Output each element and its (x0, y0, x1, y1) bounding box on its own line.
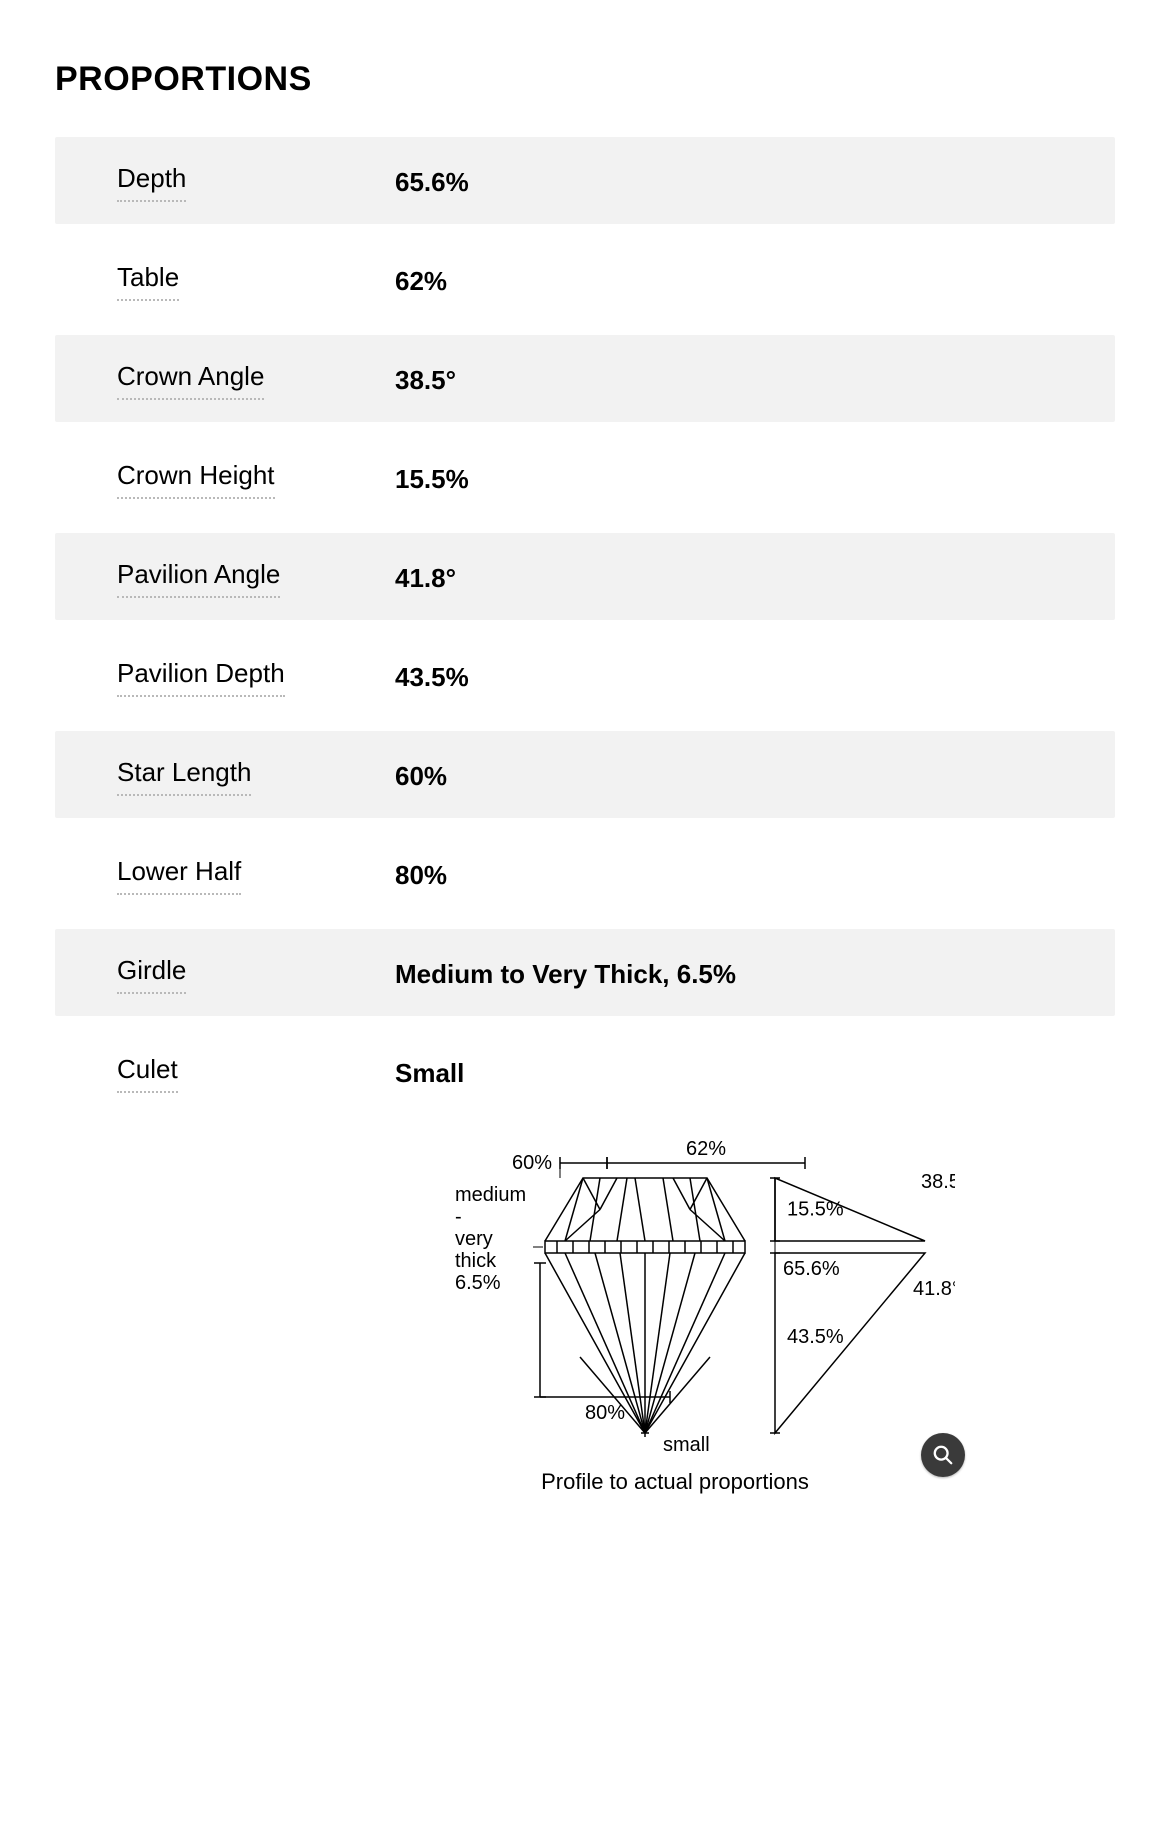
row-label-cell: Crown Angle (55, 361, 395, 400)
row-label: Lower Half (117, 856, 241, 895)
row-label-cell: Lower Half (55, 856, 395, 895)
row-label-cell: Pavilion Depth (55, 658, 395, 697)
table-row: Crown Angle 38.5° (55, 335, 1115, 422)
row-label: Star Length (117, 757, 251, 796)
row-value: 80% (395, 860, 1115, 891)
magnify-icon (932, 1444, 954, 1466)
row-label-cell: Girdle (55, 955, 395, 994)
section-title: PROPORTIONS (55, 60, 1115, 99)
row-label-cell: Culet (55, 1054, 395, 1093)
row-label: Crown Height (117, 460, 275, 499)
row-label-cell: Depth (55, 163, 395, 202)
svg-text:medium: medium (455, 1184, 526, 1206)
row-value: Medium to Very Thick, 6.5% (395, 959, 1115, 990)
row-label: Girdle (117, 955, 186, 994)
row-value: 65.6% (395, 167, 1115, 198)
table-row: Crown Height 15.5% (55, 434, 1115, 521)
row-value: Small (395, 1058, 1115, 1089)
table-row: Culet Small (55, 1028, 1115, 1115)
row-value: 60% (395, 761, 1115, 792)
svg-text:43.5%: 43.5% (787, 1326, 844, 1348)
row-label: Depth (117, 163, 186, 202)
row-value: 43.5% (395, 662, 1115, 693)
zoom-button[interactable] (921, 1433, 965, 1477)
svg-text:62%: 62% (686, 1138, 726, 1160)
table-row: Lower Half 80% (55, 830, 1115, 917)
row-value: 38.5° (395, 365, 1115, 396)
svg-text:80%: 80% (585, 1402, 625, 1424)
row-label-cell: Table (55, 262, 395, 301)
table-row: Pavilion Angle 41.8° (55, 533, 1115, 620)
svg-text:very: very (455, 1228, 493, 1250)
row-label: Culet (117, 1054, 178, 1093)
table-row: Girdle Medium to Very Thick, 6.5% (55, 929, 1115, 1016)
table-row: Table 62% (55, 236, 1115, 323)
svg-text:thick: thick (455, 1250, 497, 1272)
table-row: Depth 65.6% (55, 137, 1115, 224)
table-row: Pavilion Depth 43.5% (55, 632, 1115, 719)
row-label: Pavilion Depth (117, 658, 285, 697)
svg-text:6.5%: 6.5% (455, 1272, 501, 1294)
row-label-cell: Pavilion Angle (55, 559, 395, 598)
svg-text:38.5°: 38.5° (921, 1171, 955, 1193)
svg-text:-: - (455, 1206, 462, 1228)
svg-text:65.6%: 65.6% (783, 1258, 840, 1280)
svg-text:15.5%: 15.5% (787, 1199, 844, 1221)
proportions-table: Depth65.6%Table62%Crown Angle38.5°Crown … (55, 137, 1115, 1115)
row-label-cell: Crown Height (55, 460, 395, 499)
svg-text:60%: 60% (512, 1152, 552, 1174)
row-label: Crown Angle (117, 361, 264, 400)
diagram-caption: Profile to actual proportions (395, 1469, 955, 1495)
row-value: 41.8° (395, 563, 1115, 594)
row-label-cell: Star Length (55, 757, 395, 796)
diagram-container: 60% 62% medium-verythick6.5% 80% small 15.5% 3… (395, 1123, 955, 1495)
row-value: 15.5% (395, 464, 1115, 495)
diamond-profile-diagram: 60% 62% medium-verythick6.5% 80% small 15.5% 3… (395, 1123, 955, 1463)
svg-text:41.8°: 41.8° (913, 1278, 955, 1300)
row-label: Pavilion Angle (117, 559, 280, 598)
row-value: 62% (395, 266, 1115, 297)
table-row: Star Length 60% (55, 731, 1115, 818)
row-label: Table (117, 262, 179, 301)
proportions-page: PROPORTIONS Depth 65.6% Table 62% Crown Angl… (0, 0, 1170, 1842)
svg-text:small: small (663, 1434, 710, 1456)
